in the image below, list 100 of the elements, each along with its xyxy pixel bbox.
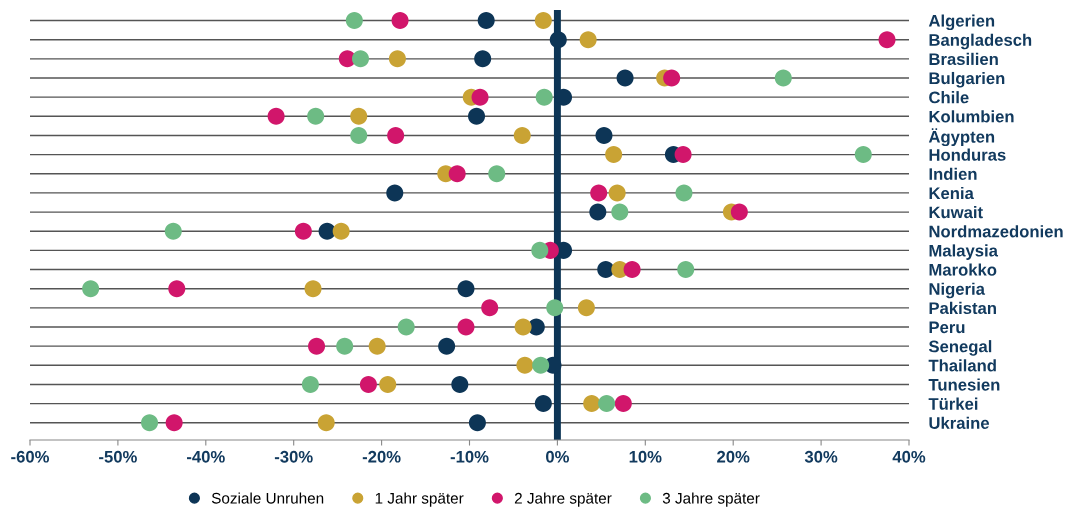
- y-tick-label: Pakistan: [929, 301, 996, 315]
- legend-label: 3 Jahre später: [662, 492, 760, 507]
- point: [336, 337, 354, 355]
- y-tick-label: Bulgarien: [929, 71, 1005, 88]
- point: [614, 395, 632, 413]
- point: [474, 50, 492, 68]
- point: [164, 222, 182, 240]
- point: [774, 69, 792, 87]
- point: [468, 107, 486, 125]
- y-tick-label: Brasilien: [929, 52, 998, 66]
- point: [448, 165, 466, 183]
- point: [535, 88, 553, 106]
- point: [616, 69, 634, 87]
- x-tick-label: -50%: [99, 450, 137, 463]
- y-tick-label: Kolumbien: [929, 110, 1014, 123]
- point: [595, 126, 613, 144]
- y-tick-label: Senegal: [928, 340, 992, 356]
- y-tick-label: Peru: [929, 321, 965, 334]
- point: [623, 261, 641, 279]
- point: [675, 184, 693, 202]
- point: [597, 261, 615, 279]
- point: [468, 414, 486, 432]
- point: [388, 50, 406, 68]
- point: [294, 222, 312, 240]
- point: [663, 69, 681, 87]
- point: [598, 395, 616, 413]
- legend-label: 2 Jahre später: [514, 492, 612, 507]
- y-tick-label: Bangladesch: [929, 33, 1032, 50]
- point: [379, 375, 397, 393]
- point: [730, 203, 748, 221]
- x-tick-label: -40%: [187, 450, 225, 463]
- y-tick-label: Ägypten: [928, 128, 995, 147]
- point: [391, 12, 409, 30]
- point: [368, 337, 386, 355]
- y-tick-label: Tunesien: [928, 378, 1000, 391]
- point: [514, 318, 532, 336]
- x-tick-label: -20%: [362, 450, 401, 463]
- y-tick-label: Kenia: [929, 186, 974, 200]
- point: [531, 241, 549, 259]
- point: [878, 31, 896, 49]
- x-tick-label: -30%: [274, 450, 313, 463]
- y-tick-label: Ukraine: [929, 416, 990, 429]
- y-tick-label: Türkei: [928, 397, 978, 410]
- point: [397, 318, 415, 336]
- point: [82, 280, 100, 298]
- point: [534, 12, 552, 30]
- point: [534, 395, 552, 413]
- point: [345, 12, 363, 30]
- point: [677, 261, 695, 279]
- point: [583, 395, 601, 413]
- point: [549, 31, 567, 49]
- point: [307, 107, 325, 125]
- point: [386, 184, 404, 202]
- point: [457, 280, 475, 298]
- point: [332, 222, 350, 240]
- x-tick-label: 40%: [892, 450, 926, 463]
- y-tick-label: Chile: [929, 91, 969, 104]
- legend-label: Soziale Unruhen: [211, 492, 324, 504]
- point: [488, 165, 506, 183]
- x-tick-label: 30%: [804, 450, 838, 463]
- y-tick-label: Thailand: [928, 359, 996, 372]
- point: [141, 414, 159, 432]
- y-tick-label: Kuwait: [929, 206, 983, 219]
- point: [359, 375, 377, 393]
- point: [608, 184, 626, 202]
- point: [481, 299, 499, 317]
- point: [605, 146, 623, 164]
- point: [532, 356, 550, 374]
- y-tick-label: Nordmazedonien: [929, 225, 1063, 238]
- y-tick-label: Indien: [929, 167, 977, 180]
- x-tick-label: 20%: [717, 450, 750, 463]
- point: [516, 356, 534, 374]
- point: [471, 88, 489, 106]
- x-tick-label: -10%: [450, 450, 489, 463]
- point: [438, 337, 456, 355]
- x-tick-label: -60%: [11, 450, 50, 463]
- point: [854, 146, 872, 164]
- point: [589, 203, 607, 221]
- point: [350, 107, 368, 125]
- point: [546, 299, 564, 317]
- point: [513, 126, 531, 144]
- point: [577, 299, 595, 317]
- point: [308, 337, 326, 355]
- point: [350, 126, 368, 144]
- point: [165, 414, 183, 432]
- x-tick-label: 10%: [629, 450, 662, 463]
- point: [579, 31, 597, 49]
- point: [674, 146, 692, 164]
- point: [387, 126, 405, 144]
- point: [352, 50, 370, 68]
- point: [477, 12, 495, 30]
- point: [168, 280, 186, 298]
- y-tick-label: Honduras: [929, 148, 1006, 161]
- point: [590, 184, 608, 202]
- x-tick-label: 0%: [546, 450, 570, 463]
- point: [451, 375, 469, 393]
- point: [304, 280, 322, 298]
- y-tick-label: Algerien: [928, 14, 995, 31]
- point: [317, 414, 335, 432]
- point: [318, 222, 336, 240]
